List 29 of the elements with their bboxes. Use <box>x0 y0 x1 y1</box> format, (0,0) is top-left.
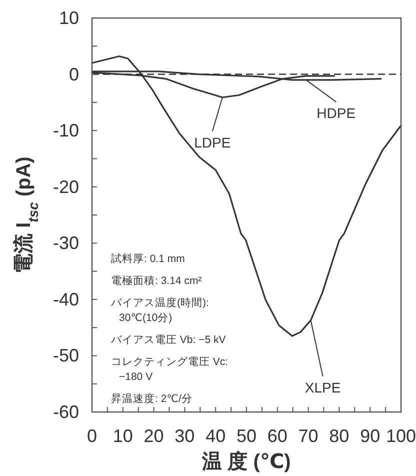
annotation: 昇温速度: 2℃/分 <box>111 392 192 405</box>
y-tick-label: -10 <box>52 120 79 141</box>
x-axis-title: 温 度 (℃) <box>201 450 291 473</box>
annotation: HDPE <box>316 104 356 121</box>
x-tick-label: 20 <box>144 426 164 446</box>
x-tick-label: 0 <box>86 426 98 446</box>
x-tick-label: 30 <box>174 426 195 446</box>
y-tick-label: 10 <box>58 8 79 28</box>
x-tick-label: 50 <box>236 426 257 446</box>
y-tick-label: -30 <box>52 233 79 254</box>
annotation: 試料厚: 0.1 mm <box>111 252 186 265</box>
y-tick-label: -60 <box>52 402 79 422</box>
x-tick-label: 40 <box>206 426 226 446</box>
y-tick-label: 0 <box>68 64 79 84</box>
x-tick-label: 10 <box>112 426 133 446</box>
x-tick-label: 80 <box>329 426 350 446</box>
x-tick-label: 70 <box>298 426 318 446</box>
annotation: 電極面積: 3.14 cm² <box>111 275 202 287</box>
annotation: バイアス電圧 Vb: −5 kV <box>110 334 226 346</box>
annotation: コレクティング電圧 Vc: −180 V <box>111 356 228 383</box>
y-tick-label: -40 <box>52 289 79 310</box>
annotation: XLPE <box>304 379 341 396</box>
x-tick-label: 90 <box>360 426 380 446</box>
y-tick-label: -50 <box>52 346 79 366</box>
annotation: LDPE <box>194 134 231 150</box>
annotation: バイアス温度(時間): 30℃(10分) <box>110 296 209 324</box>
x-tick-label: 60 <box>267 426 288 446</box>
x-tick-label: 100 <box>386 426 416 446</box>
y-tick-label: -20 <box>52 176 79 197</box>
